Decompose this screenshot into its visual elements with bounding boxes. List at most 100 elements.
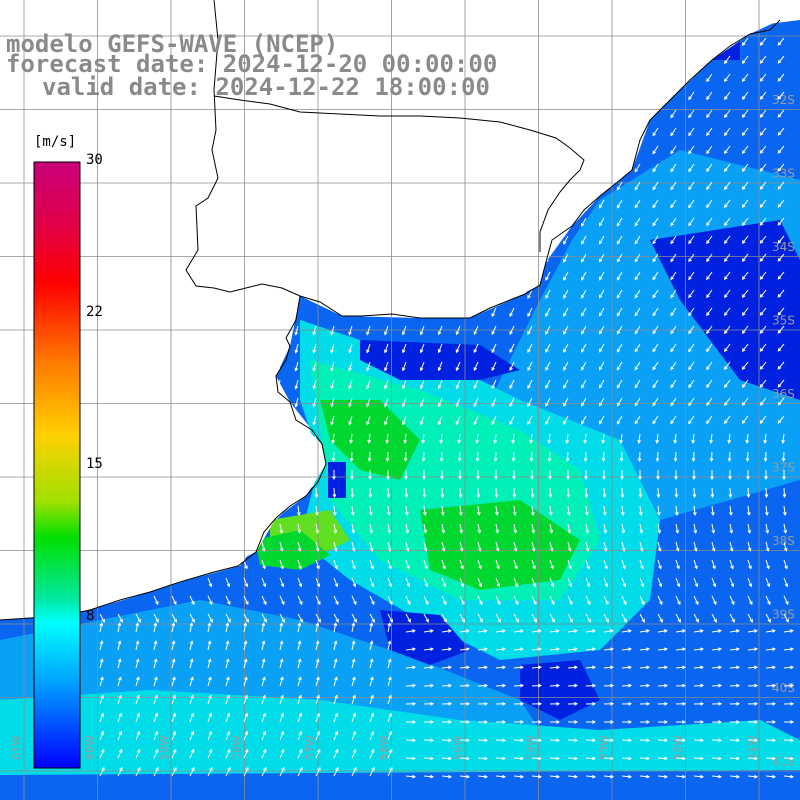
wind-arrow-head	[352, 676, 356, 681]
wind-arrow-head	[574, 738, 579, 743]
wind-arrow	[621, 505, 624, 515]
wind-arrow-head	[724, 276, 728, 281]
wind-arrow-head	[208, 712, 213, 717]
wind-arrow-head	[207, 658, 212, 663]
wind-arrow-head	[401, 421, 406, 426]
wind-arrow	[189, 695, 194, 705]
wind-arrow-head	[745, 458, 750, 463]
wind-arrow	[207, 749, 213, 759]
wind-arrow-head	[772, 756, 777, 761]
wind-arrow-head	[502, 683, 507, 688]
wind-arrow-head	[581, 258, 585, 263]
wind-arrow	[153, 641, 157, 651]
wind-arrow-head	[473, 403, 478, 408]
wind-arrow-head	[388, 730, 393, 735]
wind-arrow-head	[777, 167, 782, 172]
wind-arrow-head	[531, 529, 536, 534]
wind-arrow	[386, 433, 389, 443]
wind-arrow	[675, 684, 686, 687]
wind-arrow	[706, 235, 713, 244]
wind-arrow	[261, 659, 265, 669]
wind-arrow-head	[777, 95, 782, 100]
wind-arrow	[563, 289, 569, 299]
wind-arrow	[563, 379, 569, 389]
wind-arrow	[153, 677, 158, 687]
wind-arrow-head	[515, 618, 519, 623]
wind-arrow-head	[790, 701, 795, 706]
wind-arrow-head	[706, 312, 710, 317]
wind-arrow-head	[724, 222, 728, 227]
wind-arrow	[724, 361, 731, 370]
wind-arrow	[135, 749, 141, 759]
wind-arrow-head	[371, 766, 375, 771]
wind-arrow-head	[437, 367, 442, 372]
wind-arrow	[706, 145, 713, 154]
wind-arrow	[333, 623, 337, 633]
wind-arrow-head	[334, 748, 339, 753]
wind-arrow	[527, 325, 533, 335]
wind-arrow-head	[298, 583, 303, 588]
wind-arrow	[706, 271, 713, 280]
wind-arrow-head	[777, 347, 782, 352]
wind-arrow	[760, 199, 767, 208]
wind-arrow	[549, 775, 560, 778]
wind-arrow-head	[682, 683, 687, 688]
wind-arrow	[387, 559, 392, 569]
wind-arrow	[297, 523, 301, 533]
wind-arrow	[297, 677, 302, 687]
wind-arrow-head	[783, 529, 788, 534]
wind-arrow-head	[634, 402, 639, 407]
wind-arrow	[711, 523, 715, 533]
wind-arrow	[153, 695, 158, 705]
wind-arrow-head	[549, 547, 554, 552]
wind-arrow-head	[530, 476, 534, 481]
wind-arrow-head	[520, 756, 525, 761]
wind-arrow-head	[634, 258, 639, 263]
wind-arrow-head	[99, 640, 104, 645]
wind-arrow	[783, 577, 788, 587]
wind-arrow-head	[388, 583, 393, 588]
wind-arrow-head	[348, 367, 352, 372]
wind-arrow	[261, 577, 266, 587]
wind-arrow-head	[244, 730, 249, 735]
wind-arrow	[567, 630, 577, 633]
wind-arrow-head	[772, 701, 777, 706]
wind-arrow	[531, 666, 542, 669]
wind-arrow	[189, 659, 193, 669]
wind-arrow	[688, 271, 695, 280]
wind-arrow	[117, 749, 123, 759]
wind-arrow-head	[135, 622, 140, 627]
wind-arrow-head	[581, 384, 585, 389]
wind-arrow-head	[550, 565, 554, 570]
wind-arrow	[297, 749, 303, 759]
wind-arrow	[765, 666, 776, 669]
wind-arrow-head	[591, 647, 596, 652]
wind-arrow-head	[741, 222, 746, 226]
wind-arrow-head	[675, 529, 680, 534]
wind-arrow-head	[404, 476, 408, 481]
wind-arrow	[747, 630, 757, 633]
wind-arrow	[531, 648, 541, 651]
wind-speed-zone-deep	[328, 462, 346, 498]
wind-arrow	[670, 145, 677, 154]
wind-arrow-head	[674, 476, 678, 481]
wind-arrow	[153, 623, 157, 633]
wind-arrow-head	[366, 385, 370, 390]
wind-arrow-head	[741, 276, 746, 280]
wind-arrow-head	[315, 529, 320, 534]
wind-arrow-head	[348, 331, 352, 336]
wind-arrow-head	[652, 204, 656, 209]
wind-arrow-head	[314, 511, 319, 516]
forecast-date: forecast date: 2024-12-20 00:00:00	[6, 50, 498, 78]
wind-arrow-head	[437, 385, 442, 390]
wind-arrow	[387, 641, 391, 651]
wind-arrow-head	[688, 132, 692, 137]
wind-arrow	[441, 595, 447, 605]
wind-arrow-head	[366, 367, 370, 372]
wind-arrow-head	[491, 367, 495, 372]
wind-arrow-head	[718, 701, 723, 706]
wind-arrow-head	[610, 738, 615, 743]
wind-arrow-head	[484, 738, 489, 743]
wind-arrow-head	[551, 601, 555, 606]
wind-arrow-head	[754, 665, 759, 670]
